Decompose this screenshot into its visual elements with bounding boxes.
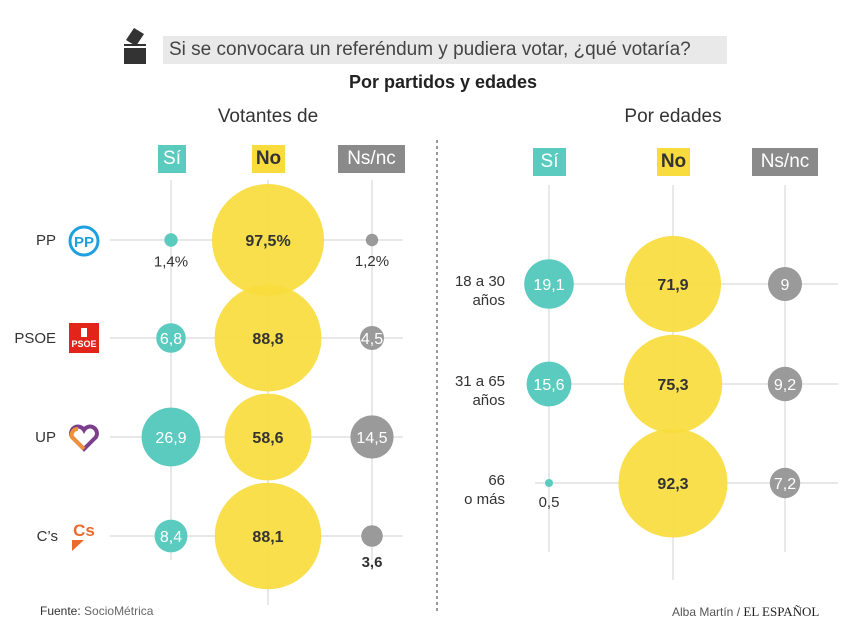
bubble-si <box>141 407 201 467</box>
row-label-up: UP <box>35 429 56 446</box>
svg-text:Cs: Cs <box>73 521 95 540</box>
bubble-no <box>224 393 312 481</box>
chart-subtitle: Por partidos y edades <box>348 72 538 92</box>
source-name: SocioMétrica <box>84 604 154 618</box>
left-tag-no: No <box>252 145 285 173</box>
bubble-no <box>624 235 722 333</box>
source-label: Fuente: <box>40 604 81 618</box>
data-label-no: 58,6 <box>252 430 283 447</box>
data-label-no: 88,1 <box>252 529 283 546</box>
data-label-si: 19,1 <box>533 277 564 294</box>
data-label-si: 0,5 <box>539 494 560 511</box>
row-label-line1: 66 <box>488 472 505 489</box>
bubble-nsnc <box>767 366 803 402</box>
right-panel-title: Por edades <box>624 106 722 127</box>
right-tag-nsnc: Ns/nc <box>752 148 818 176</box>
data-label-si: 8,4 <box>160 529 182 546</box>
data-label-no: 88,8 <box>252 331 283 348</box>
bubble-nsnc <box>767 266 803 302</box>
bubble-si <box>154 519 188 553</box>
row-label-line2: o más <box>464 491 505 508</box>
data-label-no: 71,9 <box>657 277 688 294</box>
pp-logo: PP <box>68 225 100 257</box>
bubble-no <box>212 184 324 296</box>
left-tag-nsnc: Ns/nc <box>338 145 405 173</box>
bubble-no <box>623 334 723 434</box>
ballot-box-icon <box>124 28 146 64</box>
bubble-si <box>156 323 186 353</box>
row-label-line1: 31 a 65 <box>454 373 505 390</box>
bubble-nsnc <box>769 467 801 499</box>
source: Fuente: SocioMétrica <box>40 604 153 618</box>
data-label-si: 26,9 <box>155 430 186 447</box>
left-panel-title: Votantes de <box>217 106 319 127</box>
bubble-si <box>524 259 574 309</box>
data-label-no: 92,3 <box>657 476 688 493</box>
right-tag-si: Sí <box>533 148 566 176</box>
data-label-si: 1,4% <box>154 254 188 271</box>
brand-logo: EL ESPAÑOL <box>743 604 820 619</box>
bubble-si <box>544 478 554 488</box>
row-label-18-30: 18 a 30 años <box>420 272 505 310</box>
left-tag-si: Sí <box>158 145 186 173</box>
data-label-no: 97,5% <box>245 233 290 250</box>
bubble-nsnc <box>361 525 383 547</box>
data-label-nsnc: 14,5 <box>356 430 387 447</box>
row-label-line1: 18 a 30 <box>454 273 505 290</box>
row-label-line2: años <box>472 292 505 309</box>
psoe-logo: PSOE <box>69 323 99 353</box>
bubble-no <box>214 284 322 392</box>
data-label-nsnc: 9,2 <box>774 377 796 394</box>
row-label-cs: C’s <box>36 528 58 545</box>
svg-text:PSOE: PSOE <box>71 339 96 349</box>
row-label-psoe: PSOE <box>14 330 56 347</box>
data-label-nsnc: 3,6 <box>362 554 383 571</box>
bubble-no <box>618 428 728 538</box>
data-label-nsnc: 7,2 <box>774 476 796 493</box>
bubble-si <box>164 233 178 247</box>
data-label-nsnc: 9 <box>781 277 790 294</box>
bubble-nsnc <box>359 325 385 351</box>
row-label-pp: PP <box>35 232 56 249</box>
data-label-nsnc: 4,5 <box>361 331 383 348</box>
svg-text:PP: PP <box>74 234 94 251</box>
data-label-nsnc: 1,2% <box>355 253 389 270</box>
data-label-si: 15,6 <box>533 377 564 394</box>
up-logo <box>69 424 99 452</box>
row-label-31-65: 31 a 65 años <box>420 372 505 410</box>
credit: Alba Martín / EL ESPAÑOL <box>672 604 819 620</box>
right-tag-no: No <box>657 148 690 176</box>
cs-logo: Cs <box>72 521 95 551</box>
row-label-line2: años <box>472 392 505 409</box>
data-label-si: 6,8 <box>160 331 182 348</box>
row-label-66-plus: 66 o más <box>420 471 505 509</box>
bubble-no <box>214 482 322 590</box>
bubble-si <box>526 361 572 407</box>
chart-title: Si se convocara un referéndum y pudiera … <box>163 36 727 64</box>
author: Alba Martín / <box>672 605 741 619</box>
bubble-nsnc <box>365 233 379 247</box>
bubble-nsnc <box>350 415 394 459</box>
data-label-no: 75,3 <box>657 377 688 394</box>
